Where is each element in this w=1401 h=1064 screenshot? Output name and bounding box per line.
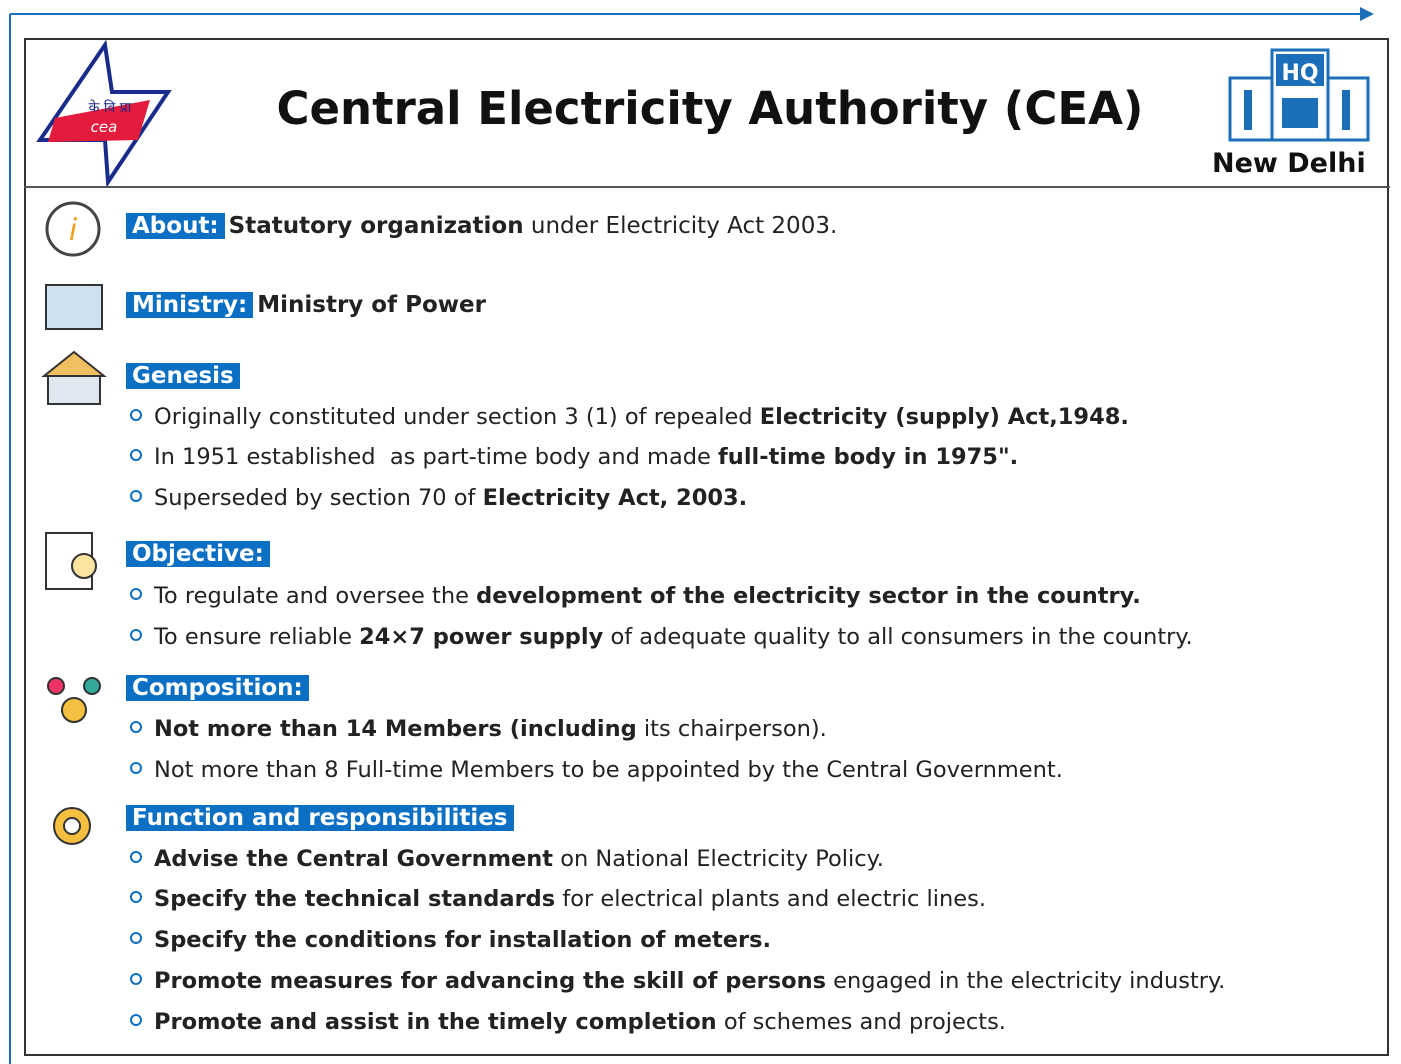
section-line: About: Statutory organization under Elect… — [126, 211, 837, 241]
arrow — [1360, 7, 1374, 21]
icon-genesis — [47, 375, 101, 405]
logo-band — [48, 100, 150, 142]
icon-info — [45, 201, 101, 257]
section-line: Function and responsibilities — [126, 803, 518, 833]
icon-composition — [47, 677, 65, 695]
text-segment: Statutory organization — [228, 213, 524, 239]
hq-window — [1282, 98, 1318, 128]
text-segment: its chairperson). — [636, 716, 827, 742]
hq-label: HQ — [1281, 61, 1318, 86]
bullet: Superseded by section 70 of Electricity … — [130, 483, 747, 513]
bullet: Promote and assist in the timely complet… — [130, 1007, 1006, 1037]
bullet: Originally constituted under section 3 (… — [130, 402, 1129, 432]
text-segment: engaged in the electricity industry. — [826, 968, 1226, 994]
text-segment: on National Electricity Policy. — [553, 846, 884, 872]
text-segment: Advise the Central Government — [154, 846, 554, 872]
header-separator — [24, 186, 1390, 188]
content-frame — [24, 38, 1389, 1056]
logo-text: के वि प्रा — [89, 99, 132, 116]
text-segment: Superseded by section 70 of — [154, 485, 483, 511]
text-segment: full-time body in 1975". — [718, 444, 1019, 470]
location: New Delhi — [1212, 148, 1366, 179]
icon-composition — [61, 697, 87, 723]
section-label: Function and responsibilities — [126, 805, 514, 831]
section-label: Ministry: — [126, 292, 254, 318]
text-segment: Not more than 14 Members (including — [154, 716, 637, 742]
text-segment: Not more than 8 Full-time Members to be … — [154, 757, 1063, 783]
icon-objective — [71, 553, 97, 579]
bullet: Not more than 8 Full-time Members to be … — [130, 755, 1063, 785]
text-segment: To ensure reliable — [154, 624, 360, 650]
text-segment: Electricity Act, 2003. — [482, 485, 748, 511]
text-segment: Specify the conditions for installation … — [154, 927, 772, 953]
section-label: Composition: — [126, 675, 309, 701]
hq-sign — [1276, 54, 1324, 86]
bullet: Not more than 14 Members (including its … — [130, 714, 827, 744]
section-line: Composition: — [126, 673, 313, 703]
logo-text: cea — [91, 118, 118, 136]
text-segment: of adequate quality to all consumers in … — [603, 624, 1193, 650]
section-label: Objective: — [126, 541, 270, 567]
bullet: Promote measures for advancing the skill… — [130, 966, 1225, 996]
hq-window — [1342, 90, 1350, 130]
title: Central Electricity Authority (CEA) — [276, 82, 1144, 135]
hq-window — [1244, 90, 1252, 130]
text-segment: Originally constituted under section 3 (… — [154, 404, 760, 430]
section-label: About: — [126, 213, 225, 239]
text-segment: Promote and assist in the timely complet… — [154, 1009, 717, 1035]
text-segment: 24×7 power supply — [359, 624, 604, 650]
text-segment: Specify the technical standards — [154, 886, 556, 912]
bullet: Specify the conditions for installation … — [130, 925, 771, 955]
icon-info-glyph: i — [69, 213, 78, 248]
section-line: Genesis — [126, 361, 244, 391]
section-label: Genesis — [126, 363, 240, 389]
icon-ministry — [45, 284, 103, 330]
section-line: Ministry: Ministry of Power — [126, 290, 486, 320]
text-segment: of schemes and projects. — [716, 1009, 1006, 1035]
section-line: Objective: — [126, 539, 274, 569]
text-segment: Promote measures for advancing the skill… — [154, 968, 827, 994]
text-segment: Ministry of Power — [257, 292, 486, 318]
bullet: Specify the technical standards for elec… — [130, 884, 986, 914]
bullet: In 1951 established as part-time body an… — [130, 442, 1018, 472]
text-segment: In 1951 established as part-time body an… — [154, 444, 719, 470]
text-segment: Electricity (supply) Act,1948. — [759, 404, 1129, 430]
icon-composition — [83, 677, 101, 695]
text-segment: development of the electricity sector in… — [476, 583, 1141, 609]
text-segment: To regulate and oversee the — [154, 583, 477, 609]
icon-function — [63, 817, 81, 835]
bullet: To regulate and oversee the development … — [130, 581, 1141, 611]
text-segment: under Electricity Act 2003. — [523, 213, 838, 239]
text-segment: for electrical plants and electric lines… — [555, 886, 987, 912]
bullet: To ensure reliable 24×7 power supply of … — [130, 622, 1193, 652]
bullet: Advise the Central Government on Nationa… — [130, 844, 884, 874]
